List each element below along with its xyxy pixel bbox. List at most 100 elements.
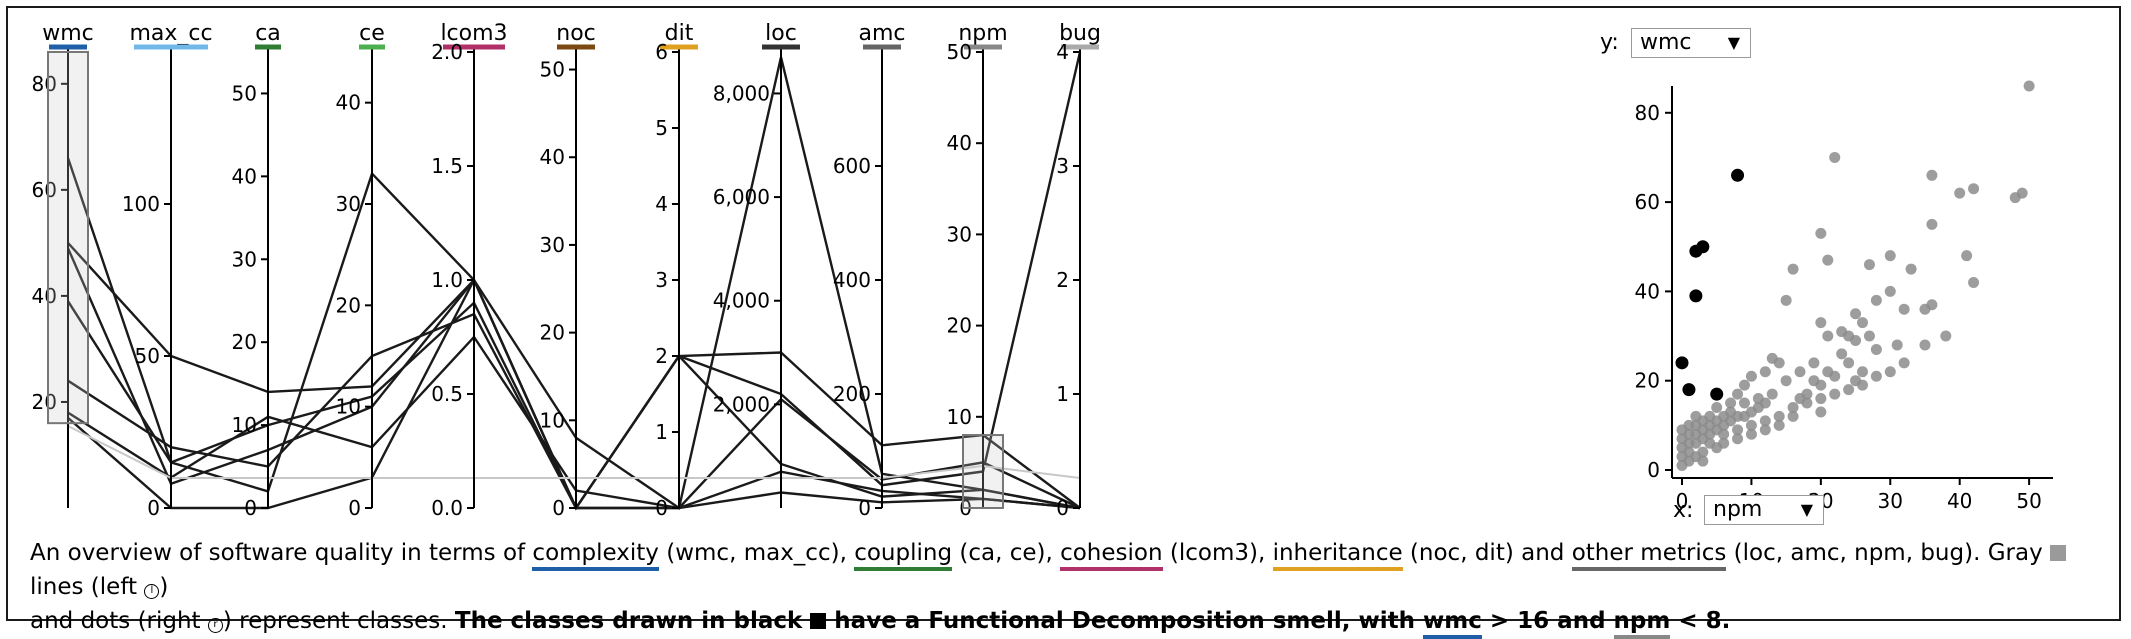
- caption-coupling: coupling: [854, 540, 953, 571]
- scatter-point: [1884, 250, 1896, 262]
- scatter-point: [1857, 317, 1868, 329]
- scatter-point: [1759, 424, 1771, 436]
- pc-brush-npm: [962, 434, 1004, 510]
- pc-tick-label-npm: 40: [947, 131, 972, 155]
- pc-axis-title-npm: npm: [958, 21, 1007, 46]
- scatter-point: [1773, 410, 1785, 422]
- pc-tick-label-ce: 30: [336, 192, 361, 216]
- scatter-point: [1773, 419, 1785, 431]
- pc-tick-label-noc: 10: [540, 408, 565, 432]
- pc-tick-label-npm: 50: [947, 40, 972, 64]
- scatter-x-tick-label: 40: [1947, 489, 1972, 513]
- scatter-point: [2009, 192, 2021, 204]
- scatter-point: [1919, 303, 1931, 315]
- scatter-point: [1787, 410, 1799, 422]
- scatter-point: [1808, 357, 1820, 369]
- scatter-point: [1732, 388, 1744, 400]
- scatter-point: [1697, 455, 1709, 467]
- pc-tick-label-max_cc: 0: [147, 496, 160, 520]
- caption-bold-text: > 16 and: [1481, 608, 1614, 634]
- scatter-point: [1968, 276, 1980, 288]
- pc-brush-wmc: [47, 51, 89, 425]
- pc-tick-label-dit: 0: [655, 496, 668, 520]
- pc-tick-label-amc: 600: [833, 154, 871, 178]
- scatter-point: [1759, 366, 1771, 378]
- scatter-point: [1940, 330, 1952, 342]
- scatter-point: [1822, 330, 1834, 342]
- pc-tick-label-bug: 4: [1056, 40, 1069, 64]
- x-axis-select[interactable]: npm ▼: [1704, 495, 1824, 525]
- pc-tick-label-bug: 2: [1056, 268, 1069, 292]
- scatter-x-tick-label: 30: [1878, 489, 1903, 513]
- pc-tick-label-ce: 40: [336, 91, 361, 115]
- scatter-point: [1870, 343, 1882, 355]
- scatter-point: [1738, 397, 1750, 409]
- scatter-point: [1822, 254, 1834, 266]
- pc-tick-label-lcom3: 2.0: [431, 40, 463, 64]
- scatter-x-tick-label: 50: [2016, 489, 2041, 513]
- scatter-point: [1759, 415, 1771, 427]
- caption-text: (ca, ce),: [952, 540, 1061, 566]
- scatter-point: [1676, 433, 1688, 445]
- pc-axis-title-max_cc: max_cc: [129, 21, 212, 46]
- caption-bold-text: < 8.: [1670, 608, 1731, 634]
- pc-tick-label-max_cc: 50: [135, 344, 160, 368]
- pc-tick-label-noc: 50: [540, 58, 565, 82]
- caption-wmc: wmc: [1423, 608, 1482, 639]
- pc-tick-label-dit: 2: [655, 344, 668, 368]
- scatter-point: [1891, 339, 1903, 351]
- pc-tick-label-noc: 30: [540, 233, 565, 257]
- x-axis-select-value: npm: [1713, 497, 1763, 522]
- black-square-icon: [810, 613, 827, 629]
- y-axis-select[interactable]: wmc ▼: [1631, 28, 1751, 58]
- pc-axis-title-loc: loc: [765, 21, 797, 46]
- scatter-point: [1815, 227, 1827, 239]
- scatter-point: [1725, 397, 1737, 409]
- scatter-highlight-point: [1689, 289, 1703, 303]
- gray-square-icon: [2050, 545, 2066, 561]
- caption-complexity: complexity: [532, 540, 659, 571]
- pc-tick-label-dit: 5: [655, 116, 668, 140]
- pc-tick-label-noc: 20: [540, 321, 565, 345]
- pc-tick-label-loc: 8,000: [713, 81, 770, 105]
- pc-tick-label-lcom3: 1.5: [431, 154, 463, 178]
- scatter-point: [1738, 379, 1750, 391]
- caption-text: ) represent classes.: [222, 608, 455, 634]
- caption-bold-text: The classes drawn in black: [454, 608, 811, 634]
- caption-text: (wmc, max_cc),: [658, 540, 855, 566]
- pc-tick-label-ca: 30: [232, 247, 257, 271]
- pc-tick-label-bug: 3: [1056, 154, 1069, 178]
- scatter-point: [1787, 263, 1799, 275]
- caption-text: (loc, amc, npm, bug). Gray: [1726, 540, 2050, 566]
- scatter-point: [1815, 317, 1827, 329]
- scatter-point: [1711, 442, 1723, 454]
- caption-other-metrics: other metrics: [1571, 540, 1727, 571]
- figure-caption: An overview of software quality in terms…: [30, 536, 2100, 639]
- pc-tick-label-loc: 2,000: [713, 392, 770, 416]
- pc-tick-label-wmc: 20: [32, 390, 57, 414]
- scatter-point: [1870, 370, 1882, 382]
- chevron-down-icon: ▼: [1727, 33, 1740, 52]
- scatter-highlight-point: [1675, 356, 1689, 370]
- scatter-point: [1884, 285, 1896, 297]
- x-selector-label: x:: [1673, 498, 1694, 523]
- scatter-point: [1787, 401, 1799, 413]
- pc-tick-label-amc: 0: [858, 496, 871, 520]
- scatter-point: [1961, 250, 1973, 262]
- pc-tick-label-ce: 20: [336, 293, 361, 317]
- scatter-point: [1836, 348, 1848, 360]
- pc-tick-label-npm: 30: [947, 222, 972, 246]
- caption-text: lines (left: [30, 574, 145, 600]
- pc-tick-label-loc: 4,000: [713, 289, 770, 313]
- scatter-point: [1884, 366, 1896, 378]
- scatter-point: [1683, 455, 1695, 467]
- pc-tick-label-wmc: 40: [32, 284, 57, 308]
- pc-axis-title-ca: ca: [255, 21, 281, 46]
- circle-l-icon: l: [144, 584, 160, 599]
- scatter-y-tick-label: 0: [1647, 458, 1660, 482]
- pc-axis-title-amc: amc: [858, 21, 905, 46]
- pc-tick-label-dit: 1: [655, 420, 668, 444]
- pc-axis-title-wmc: wmc: [42, 21, 94, 46]
